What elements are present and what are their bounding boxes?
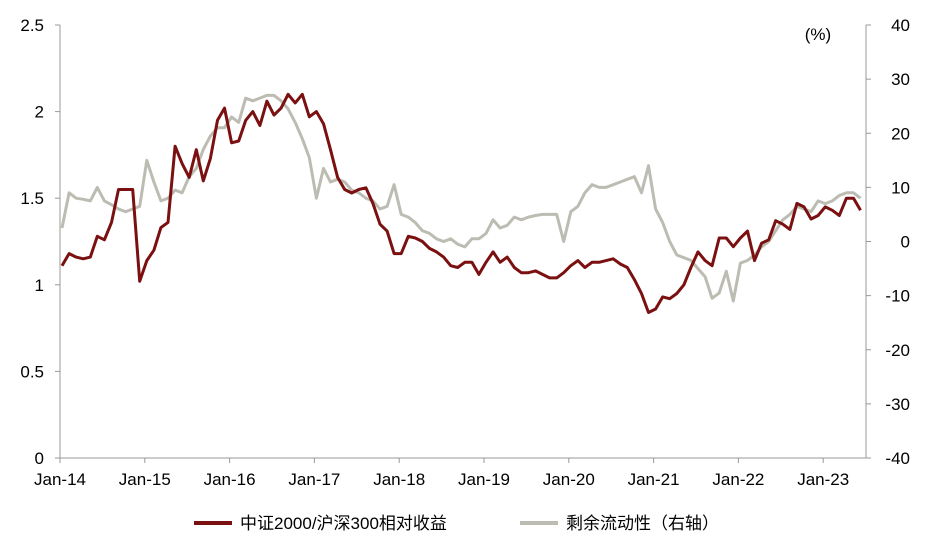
- axes: [59, 25, 867, 459]
- x-tick-label: Jan-15: [119, 470, 171, 489]
- left-tick-label: 2.5: [20, 16, 44, 35]
- right-axis-ticks: -40 -30 -20 -10 0 10 20 30 40: [866, 16, 910, 468]
- x-tick-label: Jan-23: [797, 470, 849, 489]
- right-tick-label: -30: [885, 395, 910, 414]
- x-tick-label: Jan-19: [458, 470, 510, 489]
- left-tick-label: 2: [35, 103, 44, 122]
- right-tick-label: 30: [891, 70, 910, 89]
- x-tick-label: Jan-17: [288, 470, 340, 489]
- x-tick-label: Jan-22: [712, 470, 764, 489]
- series-line-relative-return: [60, 92, 862, 314]
- right-tick-label: 0: [901, 233, 910, 252]
- legend-label-liquidity: 剩余流动性（右轴）: [566, 514, 719, 533]
- series-layer: [60, 92, 862, 314]
- x-tick-label: Jan-20: [543, 470, 595, 489]
- legend-label-relative-return: 中证2000/沪深300相对收益: [240, 514, 447, 533]
- x-tick-label: Jan-16: [204, 470, 256, 489]
- right-tick-label: -10: [885, 287, 910, 306]
- left-tick-label: 0: [35, 449, 44, 468]
- x-tick-label: Jan-18: [373, 470, 425, 489]
- left-tick-label: 1.5: [20, 189, 44, 208]
- left-tick-label: 0.5: [20, 362, 44, 381]
- left-axis-ticks: 0 0.5 1 1.5 2 2.5: [20, 16, 60, 468]
- series-line-liquidity: [60, 93, 862, 303]
- right-tick-label: 40: [891, 16, 910, 35]
- legend: 中证2000/沪深300相对收益 剩余流动性（右轴）: [194, 514, 719, 533]
- x-axis-ticks: Jan-14 Jan-15 Jan-16 Jan-17 Jan-18 Jan-19 Jan-…: [34, 458, 849, 489]
- right-axis-unit: (%): [805, 25, 831, 44]
- x-tick-label: Jan-21: [628, 470, 680, 489]
- right-tick-label: -40: [885, 449, 910, 468]
- right-tick-label: 20: [891, 124, 910, 143]
- x-tick-label: Jan-14: [34, 470, 86, 489]
- right-tick-label: 10: [891, 178, 910, 197]
- left-tick-label: 1: [35, 276, 44, 295]
- right-tick-label: -20: [885, 341, 910, 360]
